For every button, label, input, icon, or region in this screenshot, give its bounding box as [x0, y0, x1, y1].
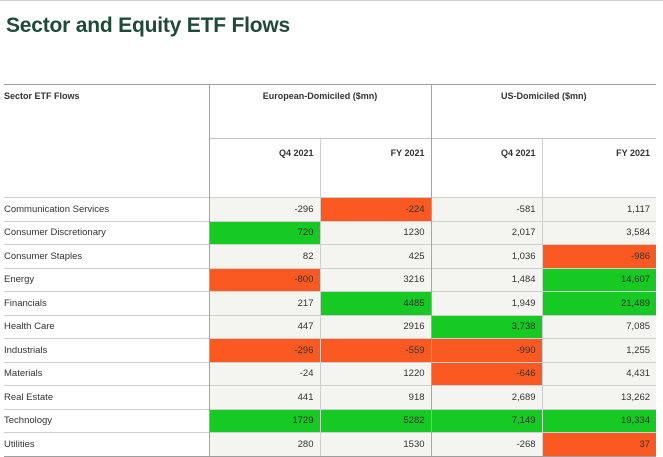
cell-eu-fy: 3216	[319, 267, 432, 292]
sector-label: Financials	[4, 291, 209, 315]
cell-us-q4: 1,036	[430, 244, 543, 268]
cell-eu-q4: 82	[208, 244, 320, 268]
sector-label: Materials	[4, 361, 209, 386]
table-row: Consumer Staples 82 425 1,036 -986	[4, 244, 657, 268]
cell-eu-q4: -24	[208, 361, 320, 386]
table-row: Financials 217 4485 1,949 21,489	[4, 291, 657, 315]
cell-us-q4: 7,149	[430, 408, 543, 433]
column-header-row: Q4 2021 FY 2021 Q4 2021 FY 2021	[4, 138, 657, 198]
cell-us-q4: 2,689	[430, 385, 543, 409]
cell-eu-fy: 1230	[319, 220, 432, 245]
group-header-us: US-Domiciled ($mn)	[430, 84, 657, 139]
cell-us-q4: 1,484	[430, 267, 543, 292]
table-row: Consumer Discretionary 720 1230 2,017 3,584	[4, 220, 657, 245]
group-header-row: Sector ETF Flows European-Domiciled ($mn…	[4, 84, 657, 139]
table-row: Materials -24 1220 -646 4,431	[4, 361, 657, 386]
column-header-us-q4: Q4 2021	[430, 138, 543, 198]
sector-etf-flows-table: Sector ETF Flows European-Domiciled ($mn…	[4, 84, 657, 457]
column-header-spacer	[4, 139, 209, 198]
cell-us-q4: 2,017	[430, 220, 543, 245]
sector-label: Energy	[4, 267, 209, 292]
table-row: Real Estate 441 918 2,689 13,262	[4, 385, 657, 409]
cell-eu-q4: 441	[208, 385, 320, 409]
cell-eu-q4: 280	[208, 432, 320, 457]
cell-us-fy: 21,489	[541, 291, 657, 315]
cell-eu-fy: 5282	[319, 408, 432, 433]
page-title: Sector and Equity ETF Flows	[6, 14, 290, 37]
cell-eu-q4: -800	[208, 267, 320, 292]
cell-us-q4: -268	[430, 432, 543, 457]
cell-us-q4: 3,738	[430, 314, 543, 339]
table-row: Communication Services -296 -224 -581 1,117	[4, 197, 657, 221]
cell-eu-fy: -559	[319, 338, 432, 362]
cell-us-fy: 1,255	[541, 338, 657, 362]
sector-label: Utilities	[4, 432, 209, 457]
cell-eu-q4: 447	[208, 314, 320, 339]
table-body: Communication Services -296 -224 -581 1,117 C…	[4, 197, 657, 457]
cell-us-fy: 7,085	[541, 314, 657, 339]
cell-eu-q4: 1729	[208, 408, 320, 433]
column-header-eu-q4: Q4 2021	[208, 138, 320, 198]
sector-label: Consumer Discretionary	[4, 220, 209, 245]
cell-us-fy: 13,262	[541, 385, 657, 409]
cell-eu-fy: -224	[319, 197, 432, 221]
sector-label: Technology	[4, 408, 209, 433]
cell-us-fy: 1,117	[541, 197, 657, 221]
cell-us-q4: -581	[430, 197, 543, 221]
cell-eu-fy: 918	[319, 385, 432, 409]
cell-eu-fy: 1220	[319, 361, 432, 386]
sector-label: Health Care	[4, 314, 209, 339]
cell-us-fy: 14,607	[541, 267, 657, 292]
sector-label: Industrials	[4, 338, 209, 362]
cell-us-fy: 4,431	[541, 361, 657, 386]
cell-eu-q4: 720	[208, 220, 320, 245]
sector-label: Real Estate	[4, 385, 209, 409]
cell-us-q4: -646	[430, 361, 543, 386]
column-header-eu-fy: FY 2021	[319, 138, 432, 198]
group-header-european: European-Domiciled ($mn)	[208, 84, 432, 139]
table-row: Health Care 447 2916 3,738 7,085	[4, 314, 657, 339]
cell-us-fy: -986	[541, 244, 657, 268]
cell-us-q4: 1,949	[430, 291, 543, 315]
cell-eu-fy: 4485	[319, 291, 432, 315]
cell-us-fy: 19,334	[541, 408, 657, 433]
cell-eu-q4: -296	[208, 197, 320, 221]
cell-eu-q4: -296	[208, 338, 320, 362]
cell-eu-fy: 2916	[319, 314, 432, 339]
table-row: Industrials -296 -559 -990 1,255	[4, 338, 657, 362]
sector-label: Communication Services	[4, 197, 209, 221]
table-row: Energy -800 3216 1,484 14,607	[4, 267, 657, 292]
cell-us-fy: 37	[541, 432, 657, 457]
table-row: Utilities 280 1530 -268 37	[4, 432, 657, 457]
table-row: Technology 1729 5282 7,149 19,334	[4, 408, 657, 433]
sector-label: Consumer Staples	[4, 244, 209, 268]
cell-eu-fy: 425	[319, 244, 432, 268]
column-header-us-fy: FY 2021	[541, 138, 657, 198]
corner-label: Sector ETF Flows	[4, 84, 209, 139]
top-rule	[0, 0, 663, 1]
cell-us-fy: 3,584	[541, 220, 657, 245]
cell-us-q4: -990	[430, 338, 543, 362]
cell-eu-fy: 1530	[319, 432, 432, 457]
cell-eu-q4: 217	[208, 291, 320, 315]
